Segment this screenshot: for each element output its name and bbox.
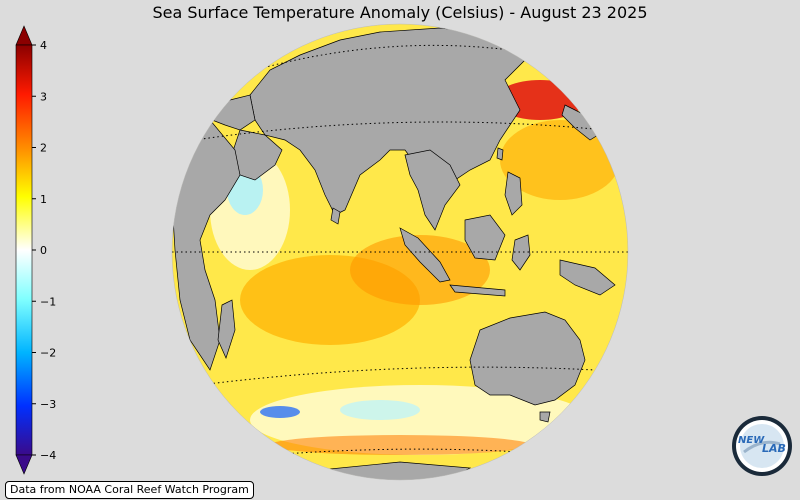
gridline: [269, 448, 521, 456]
colorbar-tick-label: −3: [40, 398, 56, 411]
land-madagascar: [217, 299, 236, 359]
colorbar-tick-label: 4: [40, 39, 47, 52]
land-europe: [209, 94, 256, 131]
colorbar-tick-label: 3: [40, 90, 47, 103]
land-australia: [469, 311, 586, 406]
map-title: Sea Surface Temperature Anomaly (Celsius…: [152, 3, 648, 22]
land-africa: [172, 119, 241, 371]
land-java: [449, 284, 506, 297]
colorbar-tick-label: −2: [40, 347, 56, 360]
data-credit: Data from NOAA Coral Reef Watch Program: [5, 481, 254, 499]
cool-anomaly-patch: [260, 406, 300, 418]
color-legend: 4 3 2 1 0 −1 −2 −3 −4: [15, 25, 56, 475]
land-sumatra: [399, 227, 451, 283]
colorbar-bottom-arrow: [15, 454, 33, 475]
land-sulawesi: [511, 234, 531, 271]
nex-lab-logo: NEW LAB: [732, 416, 792, 476]
land-taiwan: [496, 147, 504, 161]
colorbar-tick-label: −4: [40, 449, 56, 462]
logo-text-left: NEW: [738, 435, 765, 446]
colorbar-tick-label: −1: [40, 295, 56, 308]
colorbar-tick-label: 0: [40, 244, 47, 257]
land-philippines: [504, 171, 523, 216]
cool-anomaly-patch: [340, 400, 420, 420]
globe-outline: [171, 23, 629, 481]
colorbar-tick-label: 2: [40, 142, 47, 155]
colorbar-tick-label: 1: [40, 193, 47, 206]
gridline: [199, 366, 596, 386]
land-new-guinea: [559, 259, 616, 296]
gridline: [194, 121, 606, 141]
land-borneo: [464, 214, 506, 261]
land-sri-lanka: [330, 207, 341, 225]
logo-text-right: LAB: [762, 442, 786, 455]
warm-anomaly-patch: [270, 435, 530, 455]
land-indochina: [404, 149, 461, 231]
land-tasmania: [539, 411, 551, 423]
